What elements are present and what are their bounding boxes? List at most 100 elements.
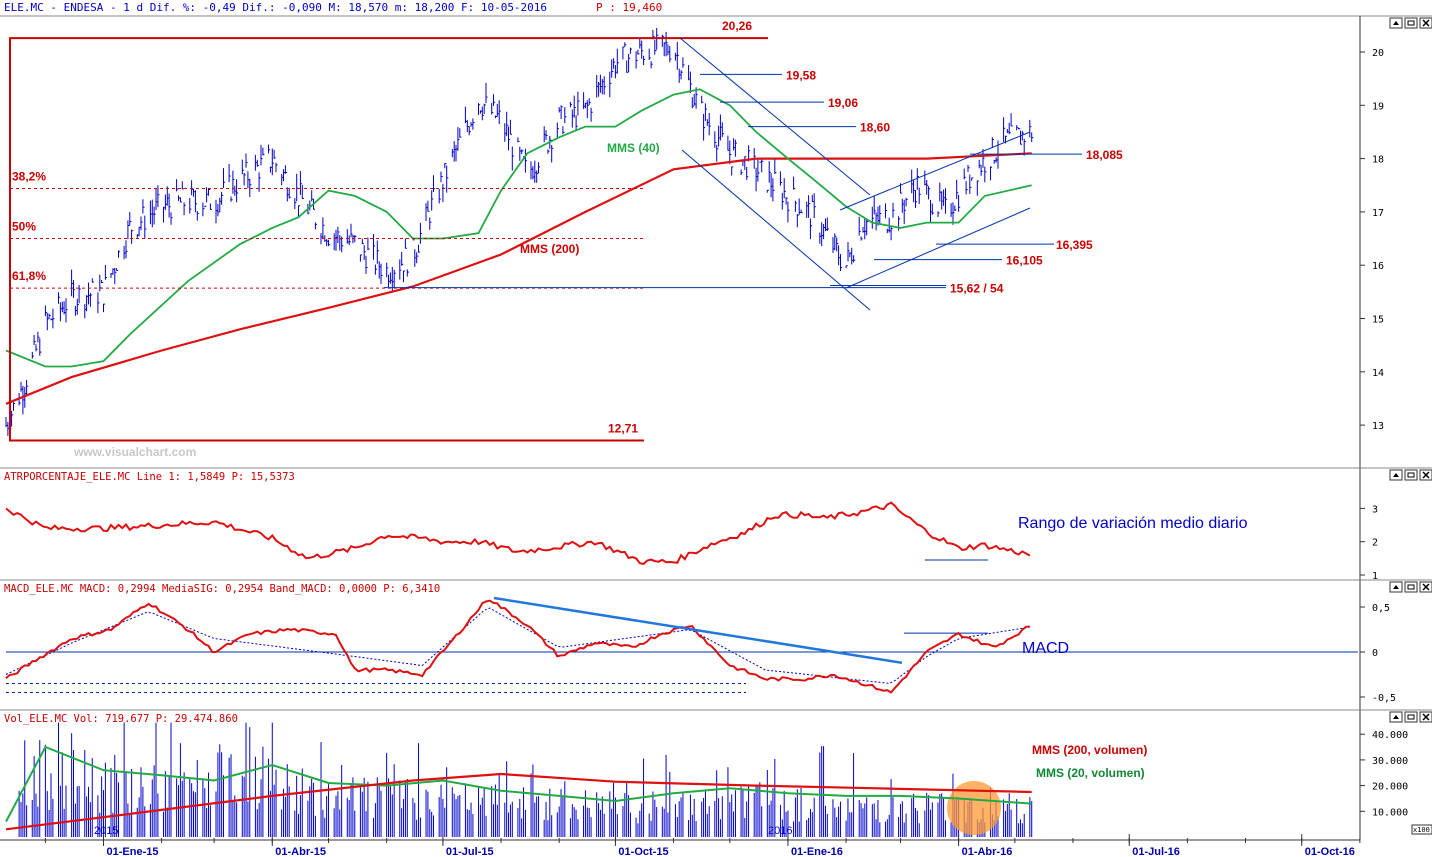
price-bar xyxy=(669,45,672,63)
price-bar xyxy=(71,269,74,297)
price-bar xyxy=(509,119,512,135)
price-bar xyxy=(373,234,376,260)
trend-channel-line xyxy=(679,37,871,196)
price-bar xyxy=(494,115,497,119)
price-bar xyxy=(479,110,482,114)
price-bar xyxy=(871,206,874,229)
price-bar xyxy=(787,201,790,223)
price-bar xyxy=(913,179,916,203)
price-bar xyxy=(314,222,317,230)
price-bar xyxy=(1006,129,1009,133)
arrow-up-icon xyxy=(1393,585,1399,589)
price-bar xyxy=(451,148,454,158)
price-bar xyxy=(33,334,36,345)
window-icon xyxy=(1407,472,1415,478)
macd-panel: MACD_ELE.MC MACD: 0,2994 MediaSIG: 0,295… xyxy=(0,579,1432,710)
minimize-icon[interactable] xyxy=(1404,17,1418,29)
price-bar xyxy=(836,237,839,252)
price-bar xyxy=(271,148,274,176)
price-bar xyxy=(258,172,261,192)
price-bar xyxy=(496,103,499,117)
level-label: 20,26 xyxy=(722,19,752,33)
price-bar xyxy=(416,252,419,264)
price-bar xyxy=(667,44,670,56)
minimize-icon[interactable] xyxy=(1404,469,1418,481)
macd-trend-line xyxy=(493,596,903,665)
price-bar xyxy=(254,154,257,171)
price-bar xyxy=(586,100,589,119)
price-bar xyxy=(418,244,421,253)
price-bar xyxy=(50,318,53,321)
price-bar xyxy=(191,180,194,196)
x-tick-label: 01-Oct-16 xyxy=(1305,846,1355,857)
price-bar xyxy=(785,197,788,205)
price-bar xyxy=(643,55,646,65)
price-bar xyxy=(853,255,856,263)
level-label: 18,085 xyxy=(1086,148,1123,162)
arrow-up-icon xyxy=(1393,473,1399,477)
price-bar xyxy=(149,200,152,225)
price-bar xyxy=(361,238,364,245)
price-bar xyxy=(208,187,211,196)
price-bar xyxy=(768,161,771,183)
price-bar xyxy=(866,218,869,236)
volume-bars xyxy=(18,722,1033,837)
price-bar xyxy=(459,128,462,138)
price-bar xyxy=(86,295,89,312)
volume-panel-title: Vol_ELE.MC Vol: 719.677 P: 29.474.860 xyxy=(4,713,238,725)
price-bar xyxy=(144,215,147,239)
price-bar xyxy=(283,169,286,182)
price-bar xyxy=(414,249,417,267)
price-bar xyxy=(624,42,627,47)
price-bar xyxy=(209,203,212,210)
price-bar xyxy=(324,235,327,242)
price-bar xyxy=(674,52,677,61)
price-bar xyxy=(806,201,809,218)
last-price-label: P : 19,460 xyxy=(596,1,662,14)
price-bar xyxy=(269,166,272,173)
price-bar xyxy=(609,71,612,98)
y-tick-label: 0 xyxy=(1372,648,1378,659)
price-bar xyxy=(965,181,968,195)
price-bar xyxy=(498,100,501,125)
price-bar xyxy=(433,175,436,192)
price-bar xyxy=(215,199,218,224)
price-bar xyxy=(206,187,209,203)
y-tick-label: 2 xyxy=(1372,538,1378,549)
mms40-label: MMS (40) xyxy=(607,141,660,155)
y-tick-label: 3 xyxy=(1372,504,1378,515)
price-bar xyxy=(808,195,811,218)
price-bar xyxy=(952,202,955,225)
price-bar xyxy=(558,107,561,113)
price-bar xyxy=(504,123,507,142)
minimize-icon[interactable] xyxy=(1404,581,1418,593)
price-bar xyxy=(506,111,509,137)
price-bar xyxy=(444,163,447,169)
level-label: 15,62 / 54 xyxy=(950,282,1004,296)
price-bar xyxy=(202,202,205,217)
x-icon xyxy=(1422,713,1430,721)
price-bar xyxy=(116,268,119,271)
price-bar xyxy=(380,263,383,284)
price-bar xyxy=(131,229,134,244)
price-bar xyxy=(969,174,972,194)
price-bar xyxy=(236,179,239,203)
price-bar xyxy=(65,298,68,323)
macd-annotation: MACD xyxy=(1022,640,1069,657)
arrow-up-icon xyxy=(1393,21,1399,25)
x-icon xyxy=(1422,471,1430,479)
y-tick-label: 14 xyxy=(1372,368,1384,379)
price-bar xyxy=(551,145,554,163)
price-bar xyxy=(301,184,304,199)
price-bar xyxy=(967,164,970,172)
price-bar xyxy=(727,135,730,151)
minimize-icon[interactable] xyxy=(1404,711,1418,723)
price-bar xyxy=(734,139,737,157)
price-bar xyxy=(359,254,362,262)
price-bar xyxy=(532,166,535,180)
price-panel: 20 19 18 17 16 15 14 13 20,26 12,71 38,2% 50% 61,8% 1… xyxy=(0,15,1432,468)
price-bar xyxy=(245,153,248,168)
price-bar xyxy=(466,119,469,133)
price-bar xyxy=(123,245,126,260)
price-bar xyxy=(654,39,657,55)
